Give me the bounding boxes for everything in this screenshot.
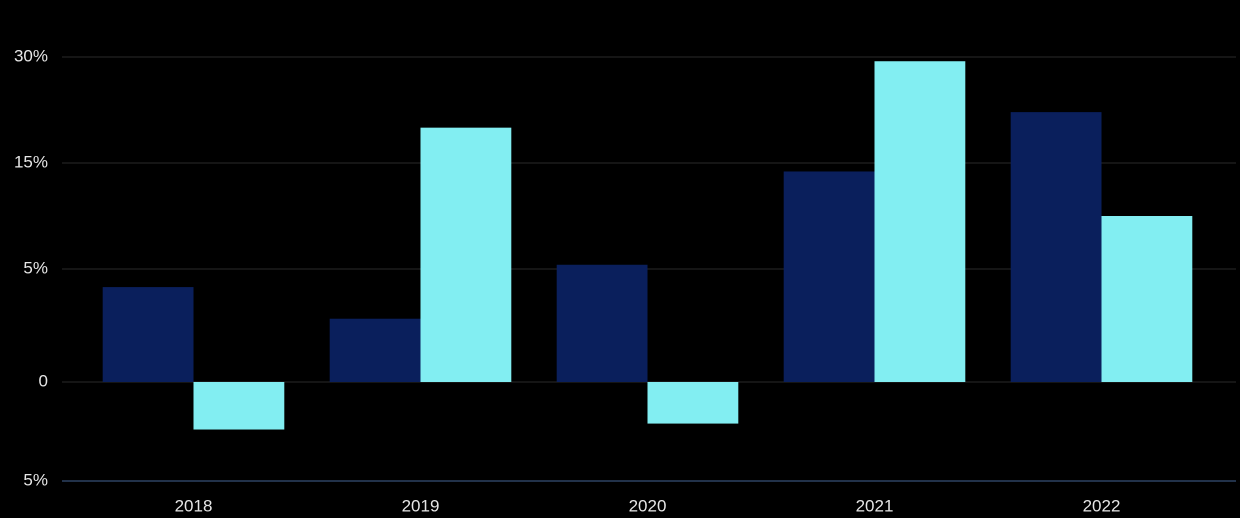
x-tick-label: 2018 <box>175 496 213 515</box>
bar <box>874 61 966 383</box>
bar <box>1010 112 1102 383</box>
x-tick-label: 2022 <box>1083 496 1121 515</box>
bar <box>647 382 739 424</box>
bar <box>102 287 194 382</box>
bar <box>193 382 285 430</box>
y-tick-label: 5% <box>23 470 48 489</box>
bar <box>329 318 421 382</box>
y-tick-label: 0 <box>39 371 48 390</box>
x-tick-label: 2020 <box>629 496 667 515</box>
x-tick-label: 2021 <box>856 496 894 515</box>
y-tick-label: 5% <box>23 258 48 277</box>
bar <box>556 264 648 382</box>
y-tick-label: 15% <box>14 152 48 171</box>
bar <box>783 171 875 382</box>
x-tick-label: 2019 <box>402 496 440 515</box>
bar <box>420 127 512 383</box>
bar <box>1101 216 1193 382</box>
y-tick-label: 30% <box>14 46 48 65</box>
